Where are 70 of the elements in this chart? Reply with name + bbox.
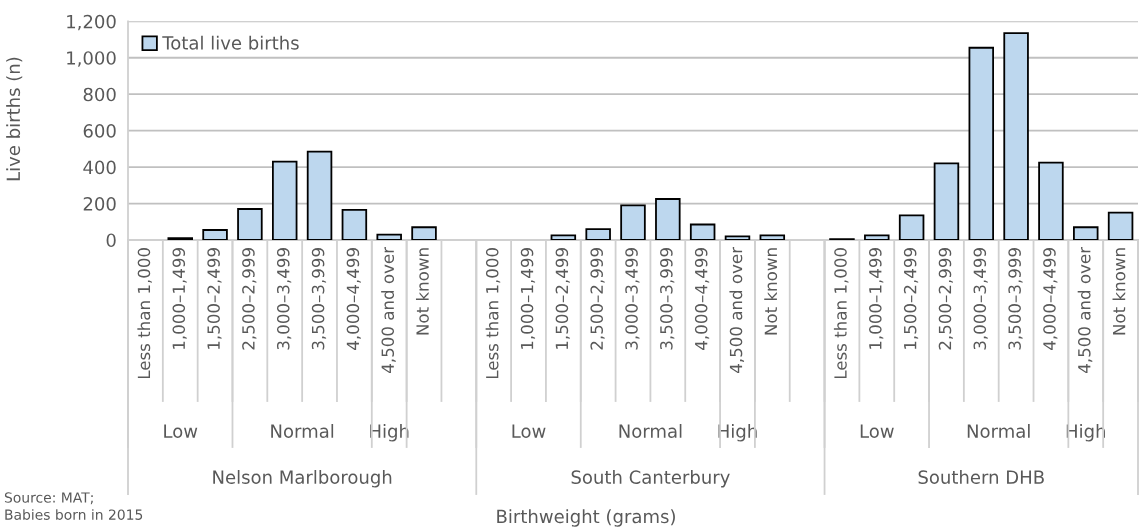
bar (237, 208, 263, 240)
x-tick-label: 3,500–3,999 (660, 248, 675, 350)
text: High (718, 424, 757, 442)
text: Normal (271, 424, 334, 438)
bar (306, 150, 333, 240)
bar (898, 214, 925, 240)
bar (933, 162, 960, 240)
bar (655, 198, 681, 240)
bar (202, 229, 228, 240)
x-tick-label: 3,500–3,999 (311, 248, 327, 350)
bar (689, 223, 716, 240)
text: Nelson Marlborough (213, 470, 392, 488)
x-tick-label: Not known (764, 248, 778, 335)
x-tick-label: Less than 1,000 (485, 248, 501, 379)
x-tick-label: 2,500–2,999 (938, 248, 953, 350)
text: Low (512, 424, 546, 438)
bar (724, 235, 751, 240)
x-tick-label: 2,500–2,999 (242, 248, 257, 350)
bar (1003, 32, 1029, 240)
x-tick-label: 4,500 and over (1077, 246, 1093, 373)
y-tick-label: 1,200 (67, 14, 116, 31)
y-tick-label: 200 (83, 197, 116, 211)
y-tick-label: 800 (83, 87, 116, 102)
x-tick-label: 1,500–2,499 (207, 248, 222, 349)
x-tick-label: 3,000–3,499 (973, 248, 988, 350)
text: Normal (967, 424, 1030, 438)
x-tick-label: 3,000–3,499 (276, 248, 292, 350)
x-tick-label: 4,500 and over (381, 246, 396, 373)
y-tick-label: 600 (83, 124, 116, 138)
bar (620, 204, 646, 240)
x-tick-label: 4,000–4,499 (1043, 248, 1058, 350)
x-tick-label: 4,500 and over (729, 246, 745, 373)
x-tick-label: 1,000–1,499 (869, 248, 884, 349)
x-tick-label: 4,000–4,499 (346, 248, 361, 350)
bar (271, 160, 298, 240)
bar (341, 209, 368, 240)
bar (1107, 211, 1134, 240)
y-tick-label: 0 (106, 233, 116, 248)
text: Low (860, 424, 894, 438)
x-tick-label: 4,000–4,499 (694, 248, 710, 350)
text: Southern DHB (918, 470, 1044, 484)
text: Normal (619, 424, 682, 438)
x-tick-label: 1,000–1,499 (520, 248, 536, 349)
x-tick-label: 1,500–2,499 (555, 248, 570, 349)
x-tick-label: Less than 1,000 (833, 248, 849, 379)
x-tick-label: 3,000–3,499 (625, 248, 640, 350)
y-tick-label: 400 (83, 160, 116, 175)
y-axis-title: Live births (n) (6, 57, 23, 181)
legend-label: Total live births (162, 35, 299, 50)
bar (376, 233, 402, 240)
bar (968, 46, 995, 240)
x-tick-label: Less than 1,000 (137, 248, 152, 379)
bar (759, 234, 786, 240)
bar (585, 228, 611, 240)
source-note: Source: MAT; Babies born in 2015 (4, 492, 143, 520)
bar (550, 234, 577, 240)
x-tick-label: 3,500–3,999 (1008, 248, 1023, 350)
text: South Canterbury (571, 470, 730, 488)
bar (864, 234, 890, 240)
bar (1038, 161, 1064, 240)
x-tick-label: 1,500–2,499 (903, 248, 919, 349)
x-tick-label: 1,000–1,499 (172, 248, 187, 349)
bar (411, 226, 437, 240)
x-tick-label: Not known (415, 248, 429, 335)
x-tick-label: Not known (1112, 248, 1126, 335)
bar (1073, 226, 1099, 240)
x-tick-label: 2,500–2,999 (590, 248, 605, 350)
text: Low (164, 424, 198, 438)
text: Birthweight (grams) (497, 509, 675, 527)
y-tick-label: 1,000 (67, 51, 116, 67)
